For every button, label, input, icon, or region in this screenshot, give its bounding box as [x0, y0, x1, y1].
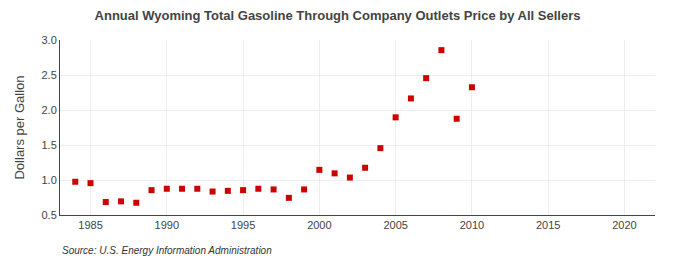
svg-text:Annual Wyoming Total Gasoline: Annual Wyoming Total Gasoline Through Co…	[95, 8, 581, 23]
svg-text:1985: 1985	[78, 219, 102, 231]
svg-text:Source: U.S. Energy Informatio: Source: U.S. Energy Information Administ…	[62, 245, 272, 256]
svg-text:1990: 1990	[155, 219, 179, 231]
svg-text:1.5: 1.5	[42, 139, 57, 151]
svg-text:1995: 1995	[231, 219, 255, 231]
svg-text:2000: 2000	[307, 219, 331, 231]
svg-text:2015: 2015	[536, 219, 560, 231]
svg-text:3.0: 3.0	[42, 34, 57, 46]
svg-text:2020: 2020	[612, 219, 636, 231]
svg-text:2.5: 2.5	[42, 69, 57, 81]
svg-text:Dollars per Gallon: Dollars per Gallon	[12, 75, 27, 179]
svg-text:1.0: 1.0	[42, 174, 57, 186]
svg-text:2005: 2005	[383, 219, 407, 231]
svg-text:2.0: 2.0	[42, 104, 57, 116]
svg-text:2010: 2010	[460, 219, 484, 231]
svg-text:0.5: 0.5	[42, 209, 57, 221]
